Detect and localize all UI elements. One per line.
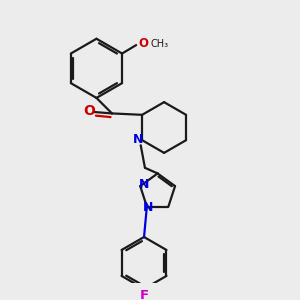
Text: N: N [138,178,149,191]
Text: N: N [133,133,143,146]
Text: O: O [138,38,148,50]
Text: CH₃: CH₃ [151,39,169,49]
Text: O: O [83,104,95,118]
Text: N: N [143,202,154,214]
Text: F: F [140,289,148,300]
